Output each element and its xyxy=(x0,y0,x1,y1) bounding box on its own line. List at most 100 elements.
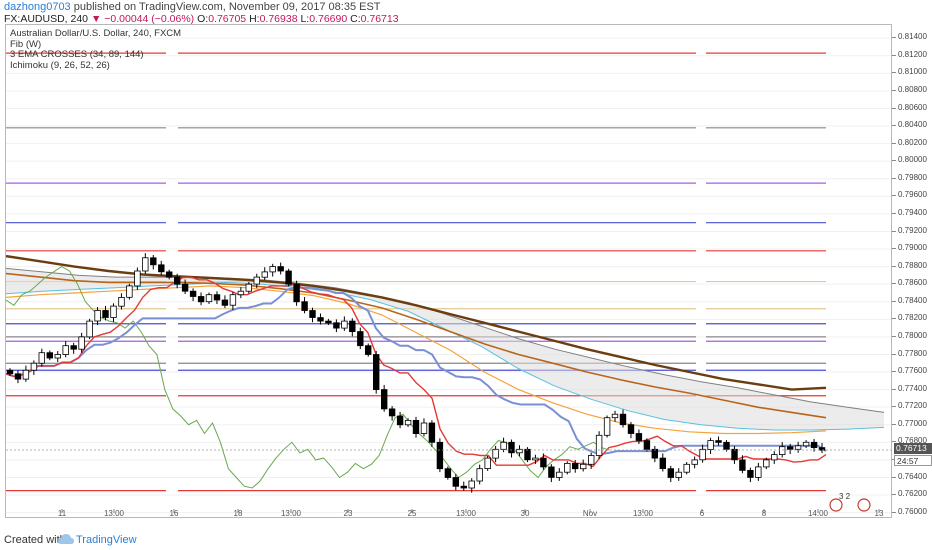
candle-body xyxy=(118,296,125,307)
candle-body xyxy=(444,468,452,478)
candle-body xyxy=(46,352,53,359)
candle-body xyxy=(595,434,603,456)
x-tick-label: 13 xyxy=(875,509,884,517)
y-tick-label: 0.77800 xyxy=(898,348,927,358)
candle-body xyxy=(715,440,722,443)
ohlc-line: FX:AUDUSD, 240 ▼ −0.00044 (−0.06%) O: 0.7… xyxy=(4,13,399,25)
y-tick-mark xyxy=(892,54,896,56)
y-tick-label: 0.76200 xyxy=(898,489,927,498)
candle-body xyxy=(548,466,555,478)
candle-body xyxy=(492,448,499,459)
candle-body xyxy=(723,441,730,450)
candle-body xyxy=(253,276,260,285)
created-with-text: Created with xyxy=(4,534,66,546)
candle-body xyxy=(285,270,292,285)
candle-body xyxy=(213,294,221,301)
candle-body xyxy=(802,441,810,447)
candle-body xyxy=(372,354,380,390)
y-tick-label: 0.77400 xyxy=(898,383,927,393)
candle-body xyxy=(635,433,643,441)
candle-body xyxy=(699,448,706,461)
y-tick-label: 0.78800 xyxy=(898,260,927,270)
price-axis[interactable]: 0.81400 0.81200 0.81000 0.80800 0.80600 0.804… xyxy=(892,24,932,518)
candle-body xyxy=(484,457,491,470)
candle-body xyxy=(30,362,38,371)
x-tick-label: 25 xyxy=(408,509,417,517)
y-tick-mark xyxy=(892,511,896,513)
candle-body xyxy=(349,320,356,333)
ema-144-line xyxy=(6,254,827,391)
y-tick-mark xyxy=(892,265,896,267)
candle-body xyxy=(357,331,364,347)
chart-header: dazhong0703 published on TradingView.com… xyxy=(0,0,932,25)
candle-body xyxy=(572,462,579,470)
x-tick-label: 13:00 xyxy=(281,509,302,517)
chart-legend: Australian Dollar/U.S. Dollar, 240, FXCM… xyxy=(10,28,181,71)
chart-canvas[interactable]: 3 2 11 13:00 16 18 13:00 23 25 13:00 30 Nov 13:00 6 8… xyxy=(6,25,891,517)
x-tick-label: 6 xyxy=(700,509,705,517)
y-tick-mark xyxy=(892,423,896,425)
y-tick-label: 0.80200 xyxy=(898,137,927,147)
y-tick-mark xyxy=(892,371,896,372)
candle-body xyxy=(763,459,770,468)
y-tick-label: 0.78400 xyxy=(898,295,927,305)
y-tick-mark xyxy=(892,353,896,355)
x-tick-label: 16 xyxy=(170,509,179,517)
y-tick-mark xyxy=(892,476,896,478)
candle-body xyxy=(197,296,205,303)
candle-body xyxy=(189,290,197,297)
candle-body xyxy=(516,448,523,454)
tradingview-brand[interactable]: TradingView xyxy=(76,534,137,546)
legend-item-ichimoku[interactable]: Ichimoku (9, 26, 52, 26) xyxy=(10,59,110,71)
low-label: L: xyxy=(300,13,310,25)
candle-body xyxy=(731,448,738,461)
open-label: O: xyxy=(197,13,209,25)
symbol-label: FX:AUDUSD, 240 xyxy=(4,13,89,25)
candle-body xyxy=(102,310,109,318)
candle-body xyxy=(468,480,475,489)
y-tick-mark xyxy=(892,37,896,39)
candle-body xyxy=(667,468,674,478)
x-tick-label: 23 xyxy=(344,509,353,517)
y-tick-mark xyxy=(892,230,896,232)
candle-body xyxy=(556,471,563,478)
x-tick-label: 30 xyxy=(521,509,530,517)
candle-body xyxy=(261,271,268,278)
chart-plot-area[interactable]: 3 2 11 13:00 16 18 13:00 23 25 13:00 30 Nov 13:00 6 8… xyxy=(5,24,892,518)
candle-body xyxy=(683,463,690,473)
candle-body xyxy=(779,446,786,456)
ichimoku-tenkan-line xyxy=(6,276,827,468)
candle-body xyxy=(643,440,651,450)
candle-body xyxy=(436,441,444,470)
y-tick-mark xyxy=(892,177,896,179)
y-tick-mark xyxy=(892,142,896,144)
ema-34-line xyxy=(6,285,827,435)
y-tick-label: 0.81000 xyxy=(898,67,927,77)
y-tick-label: 0.79000 xyxy=(898,243,927,252)
legend-item-fib[interactable]: Fib (W) xyxy=(10,38,42,50)
candle-body xyxy=(309,310,316,318)
change-value: ▼ −0.00044 (−0.06%) xyxy=(90,13,195,25)
bar-countdown-tag: 24:57 xyxy=(894,455,932,466)
candle-body xyxy=(333,322,340,329)
y-tick-mark xyxy=(892,212,896,214)
candle-body xyxy=(452,477,459,487)
candle-body xyxy=(532,457,539,461)
y-tick-mark xyxy=(892,107,896,109)
candle-body xyxy=(460,485,467,489)
candle-body xyxy=(110,305,117,318)
candle-body xyxy=(747,469,754,478)
ichimoku-kijun-line xyxy=(6,286,827,456)
close-value: 0.76713 xyxy=(360,13,399,25)
candle-body xyxy=(229,294,237,306)
y-tick-mark xyxy=(892,195,896,197)
tradingview-cloud-icon xyxy=(58,534,74,544)
candle-body xyxy=(301,301,308,311)
candle-body xyxy=(22,369,30,380)
y-tick-mark xyxy=(892,335,896,337)
author-link[interactable]: dazhong0703 xyxy=(4,1,71,13)
legend-item-ema[interactable]: 3 EMA CROSSES (34, 89, 144) xyxy=(10,49,144,61)
candle-body xyxy=(86,320,93,338)
y-tick-label: 0.81400 xyxy=(898,32,927,42)
y-tick-label: 0.76800 xyxy=(898,436,927,446)
